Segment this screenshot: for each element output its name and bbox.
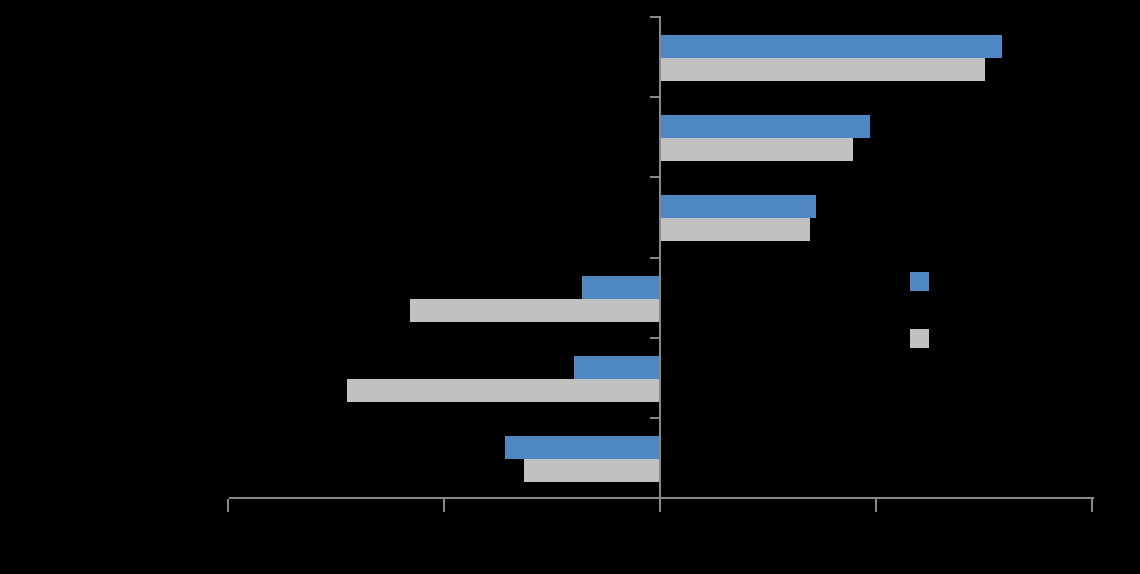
bar-series-1-blue-category-4: [582, 275, 660, 299]
bar-series-1-blue-category-3: [661, 195, 817, 219]
y-axis-tick: [650, 256, 659, 259]
x-axis-tick: [659, 499, 661, 512]
y-axis-tick: [650, 416, 659, 419]
y-axis-tick: [650, 336, 659, 339]
legend-swatch-series-1-blue: [910, 272, 929, 291]
y-axis-line: [659, 16, 661, 512]
bar-series-1-blue-category-6: [504, 435, 660, 459]
x-axis-line: [229, 497, 1094, 499]
bar-series-1-blue-category-2: [661, 115, 871, 139]
bar-series-1-blue-category-1: [661, 35, 1002, 58]
x-axis-tick: [874, 499, 877, 512]
x-axis-tick: [1090, 499, 1093, 512]
x-axis-tick: [443, 499, 446, 512]
legend-swatch-series-2-gray: [910, 329, 929, 348]
bar-series-1-blue-category-5: [573, 355, 660, 379]
y-axis-tick: [650, 497, 659, 499]
bar-series-2-gray-category-1: [661, 58, 985, 81]
bar-series-2-gray-category-2: [661, 138, 854, 162]
legend: [910, 272, 930, 348]
y-axis-tick: [650, 176, 659, 179]
bar-series-2-gray-category-6: [524, 458, 660, 482]
bar-series-2-gray-category-4: [409, 298, 660, 322]
y-axis-tick: [650, 16, 659, 18]
bar-series-2-gray-category-3: [661, 218, 810, 242]
bar-series-2-gray-category-5: [347, 378, 660, 402]
x-axis-tick: [227, 499, 230, 512]
y-axis-tick: [650, 96, 659, 99]
